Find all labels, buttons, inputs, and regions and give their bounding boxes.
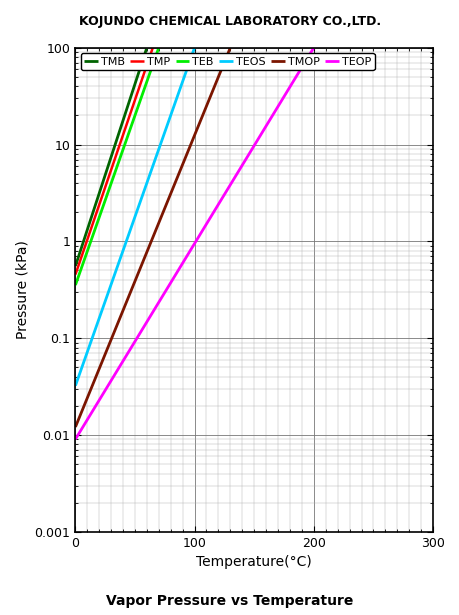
TMP: [84, 237, 90, 244]
TMOP: [201, 109, 206, 116]
TEOS: [178, 83, 183, 90]
TMP: [131, 98, 137, 105]
Line: TMB: TMB: [75, 49, 146, 266]
Y-axis label: Pressure (kPa): Pressure (kPa): [15, 240, 29, 339]
Line: TEOS: TEOS: [75, 48, 194, 386]
TMP: [150, 44, 155, 52]
TMP: [109, 163, 115, 170]
Line: TMOP: TMOP: [75, 49, 230, 427]
TMB: [85, 223, 91, 230]
TMOP: [203, 103, 208, 110]
TEOP: [138, 328, 144, 335]
TEOP: [122, 354, 127, 362]
TEOS: [191, 44, 197, 52]
TEOS: [89, 337, 94, 344]
TEOP: [310, 44, 316, 52]
Line: TEB: TEB: [75, 48, 158, 285]
TEB: [95, 218, 100, 226]
TEOS: [161, 132, 166, 139]
TMP: [117, 140, 123, 147]
Text: Vapor Pressure vs Temperature: Vapor Pressure vs Temperature: [106, 593, 353, 608]
TMB: [73, 263, 78, 270]
TMB: [143, 45, 149, 52]
TEOP: [183, 253, 189, 261]
Text: KOJUNDO CHEMICAL LABORATORY CO.,LTD.: KOJUNDO CHEMICAL LABORATORY CO.,LTD.: [79, 15, 380, 28]
TMOP: [227, 45, 232, 52]
TEOP: [126, 347, 132, 354]
TMB: [122, 110, 128, 117]
TMOP: [93, 372, 99, 379]
TMB: [117, 127, 122, 134]
TMOP: [73, 423, 78, 430]
TEB: [76, 272, 81, 279]
TEOS: [88, 339, 93, 347]
TEB: [78, 267, 83, 274]
TEOS: [140, 189, 146, 196]
TMP: [120, 130, 126, 137]
TEOP: [73, 435, 78, 443]
TMB: [136, 68, 141, 76]
TMOP: [139, 260, 145, 267]
TEB: [73, 281, 78, 288]
TEOS: [90, 333, 95, 341]
TMOP: [161, 207, 166, 215]
Line: TMP: TMP: [75, 48, 152, 274]
TMP: [143, 63, 149, 70]
TMOP: [161, 205, 167, 213]
X-axis label: Temperature(°C): Temperature(°C): [196, 555, 311, 569]
TEB: [88, 237, 94, 245]
Legend: TMB, TMP, TEB, TEOS, TMOP, TEOP: TMB, TMP, TEB, TEOS, TMOP, TEOP: [81, 54, 374, 70]
TMB: [114, 135, 120, 142]
Line: TEOP: TEOP: [75, 48, 313, 439]
TEOP: [95, 399, 100, 407]
TMP: [73, 271, 78, 278]
TMB: [133, 78, 138, 85]
TEOS: [73, 382, 78, 389]
TEB: [156, 44, 161, 52]
TEOP: [252, 140, 257, 147]
TEB: [151, 57, 157, 64]
TEB: [148, 65, 154, 72]
